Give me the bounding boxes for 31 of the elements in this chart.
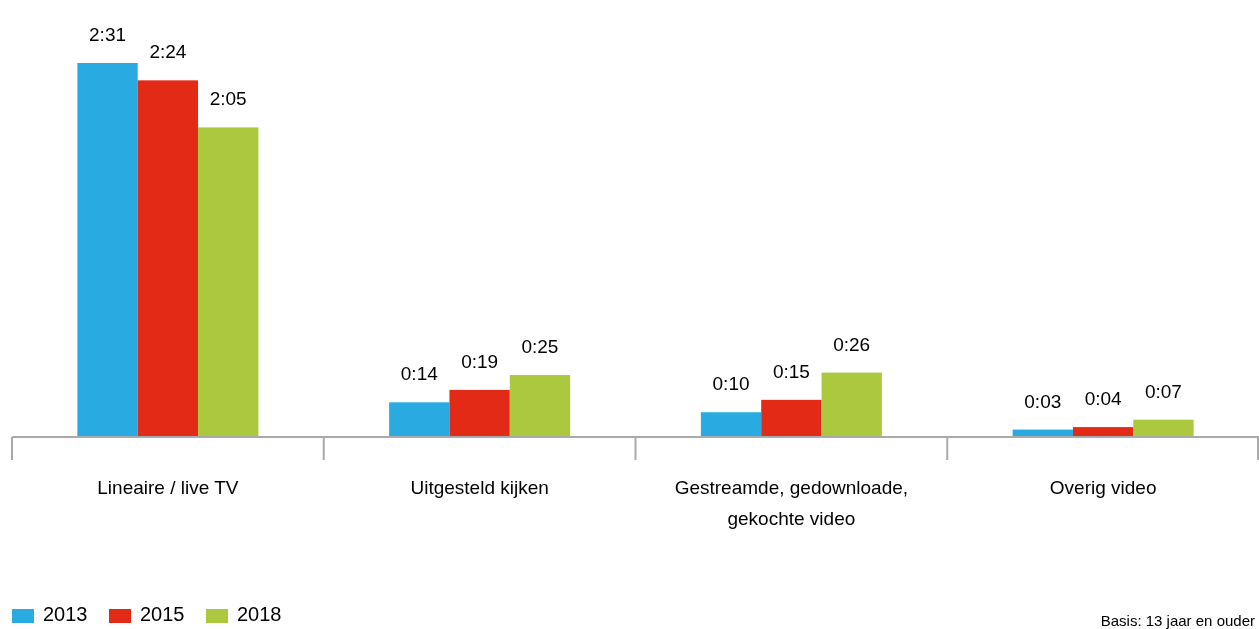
bar	[77, 63, 138, 437]
data-label: 2:05	[209, 88, 247, 110]
data-label: 0:07	[1144, 380, 1182, 402]
data-label: 0:10	[712, 373, 750, 395]
data-label: 0:03	[1024, 390, 1062, 412]
bar	[761, 399, 822, 437]
legend-label: 2013	[43, 603, 88, 625]
data-label: 2:24	[149, 41, 187, 63]
data-label: 0:15	[772, 360, 810, 382]
bar	[449, 389, 510, 437]
legend-label: 2018	[237, 603, 282, 625]
bar	[1072, 427, 1134, 437]
bar	[509, 375, 571, 437]
bar	[198, 127, 259, 437]
legend-label: 2015	[140, 603, 185, 625]
data-label: 0:04	[1084, 388, 1123, 410]
x-tick-label: Gestreamde, gedownloade, gekochte video	[674, 477, 909, 529]
x-tick-label: Lineaire / live TV	[97, 477, 239, 498]
data-label: 0:14	[400, 363, 439, 385]
bar	[700, 412, 762, 437]
bar	[1133, 419, 1194, 437]
data-label: 0:26	[833, 333, 871, 355]
x-tick-label: Uitgesteld kijken	[410, 477, 549, 498]
bar	[137, 80, 199, 437]
text: Basis: 13 jaar en ouder	[1100, 612, 1255, 629]
data-label: 0:25	[521, 336, 559, 358]
bar	[389, 402, 450, 437]
data-label: 0:19	[461, 350, 499, 372]
x-tick-label: Overig video	[1049, 477, 1157, 498]
data-label: 2:31	[89, 24, 127, 45]
bar	[821, 372, 882, 437]
